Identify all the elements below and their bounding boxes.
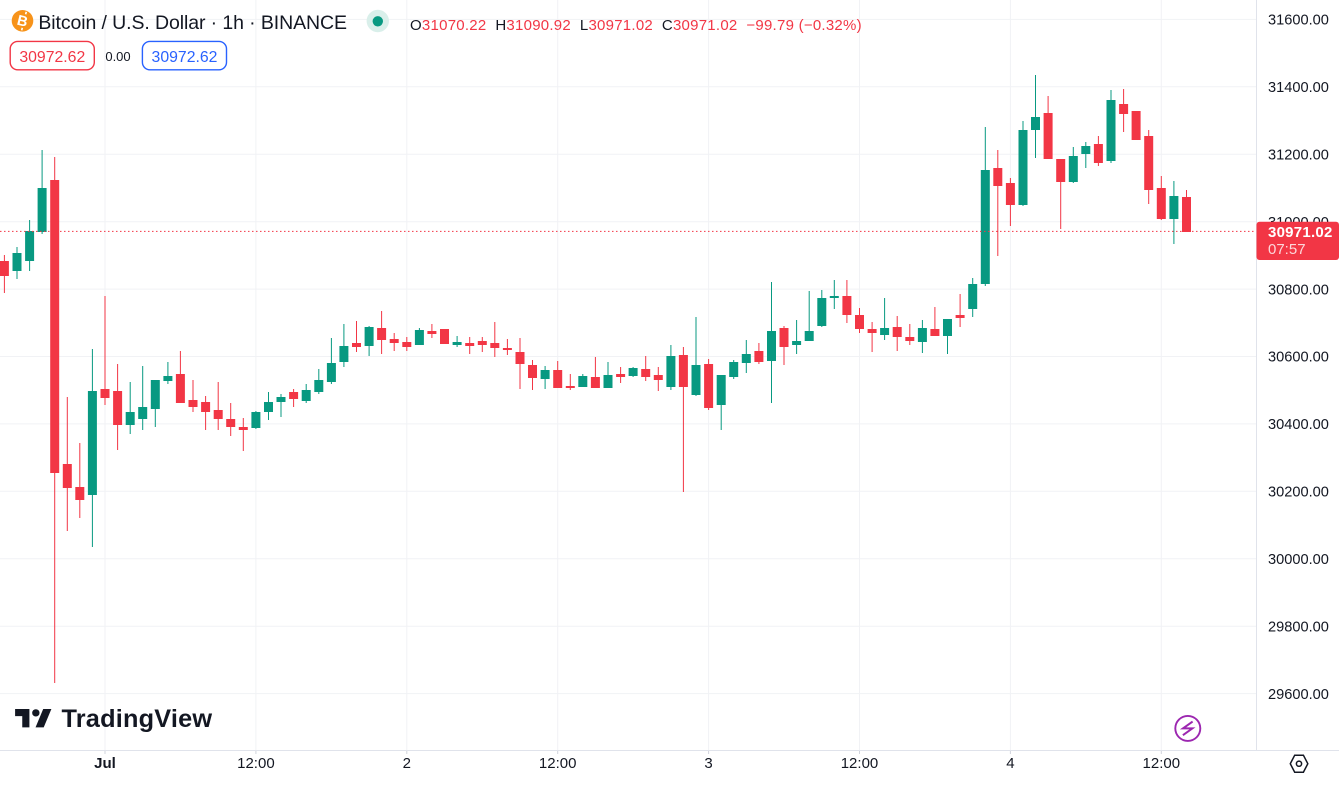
svg-text:Bitcoin / U.S. Dollar · 1h · B: Bitcoin / U.S. Dollar · 1h · BINANCE [38,12,347,34]
svg-text:29600.00: 29600.00 [1268,687,1329,703]
svg-text:12:00: 12:00 [841,755,879,772]
svg-text:30800.00: 30800.00 [1268,282,1329,298]
svg-text:0.00: 0.00 [105,49,130,64]
svg-text:30971.02: 30971.02 [1268,224,1333,241]
svg-text:29800.00: 29800.00 [1268,619,1329,635]
svg-text:31200.00: 31200.00 [1268,147,1329,163]
svg-text:31400.00: 31400.00 [1268,80,1329,96]
svg-text:07:57: 07:57 [1268,241,1306,258]
svg-text:30000.00: 30000.00 [1268,552,1329,568]
svg-text:TradingView: TradingView [62,705,213,733]
svg-text:12:00: 12:00 [1143,755,1181,772]
svg-text:31600.00: 31600.00 [1268,13,1329,29]
svg-text:30600.00: 30600.00 [1268,350,1329,366]
svg-text:30972.62: 30972.62 [19,49,85,66]
svg-text:Jul: Jul [94,755,116,772]
svg-text:4: 4 [1006,755,1014,772]
svg-text:12:00: 12:00 [237,755,275,772]
svg-text:12:00: 12:00 [539,755,577,772]
svg-text:3: 3 [704,755,712,772]
svg-text:30200.00: 30200.00 [1268,485,1329,501]
svg-text:30400.00: 30400.00 [1268,417,1329,433]
svg-text:O31070.22 H31090.92 L30971.0: O31070.22 H31090.92 L30971.02 C30971.02 … [410,17,862,34]
svg-text:2: 2 [403,755,411,772]
svg-text:30972.62: 30972.62 [152,49,218,66]
